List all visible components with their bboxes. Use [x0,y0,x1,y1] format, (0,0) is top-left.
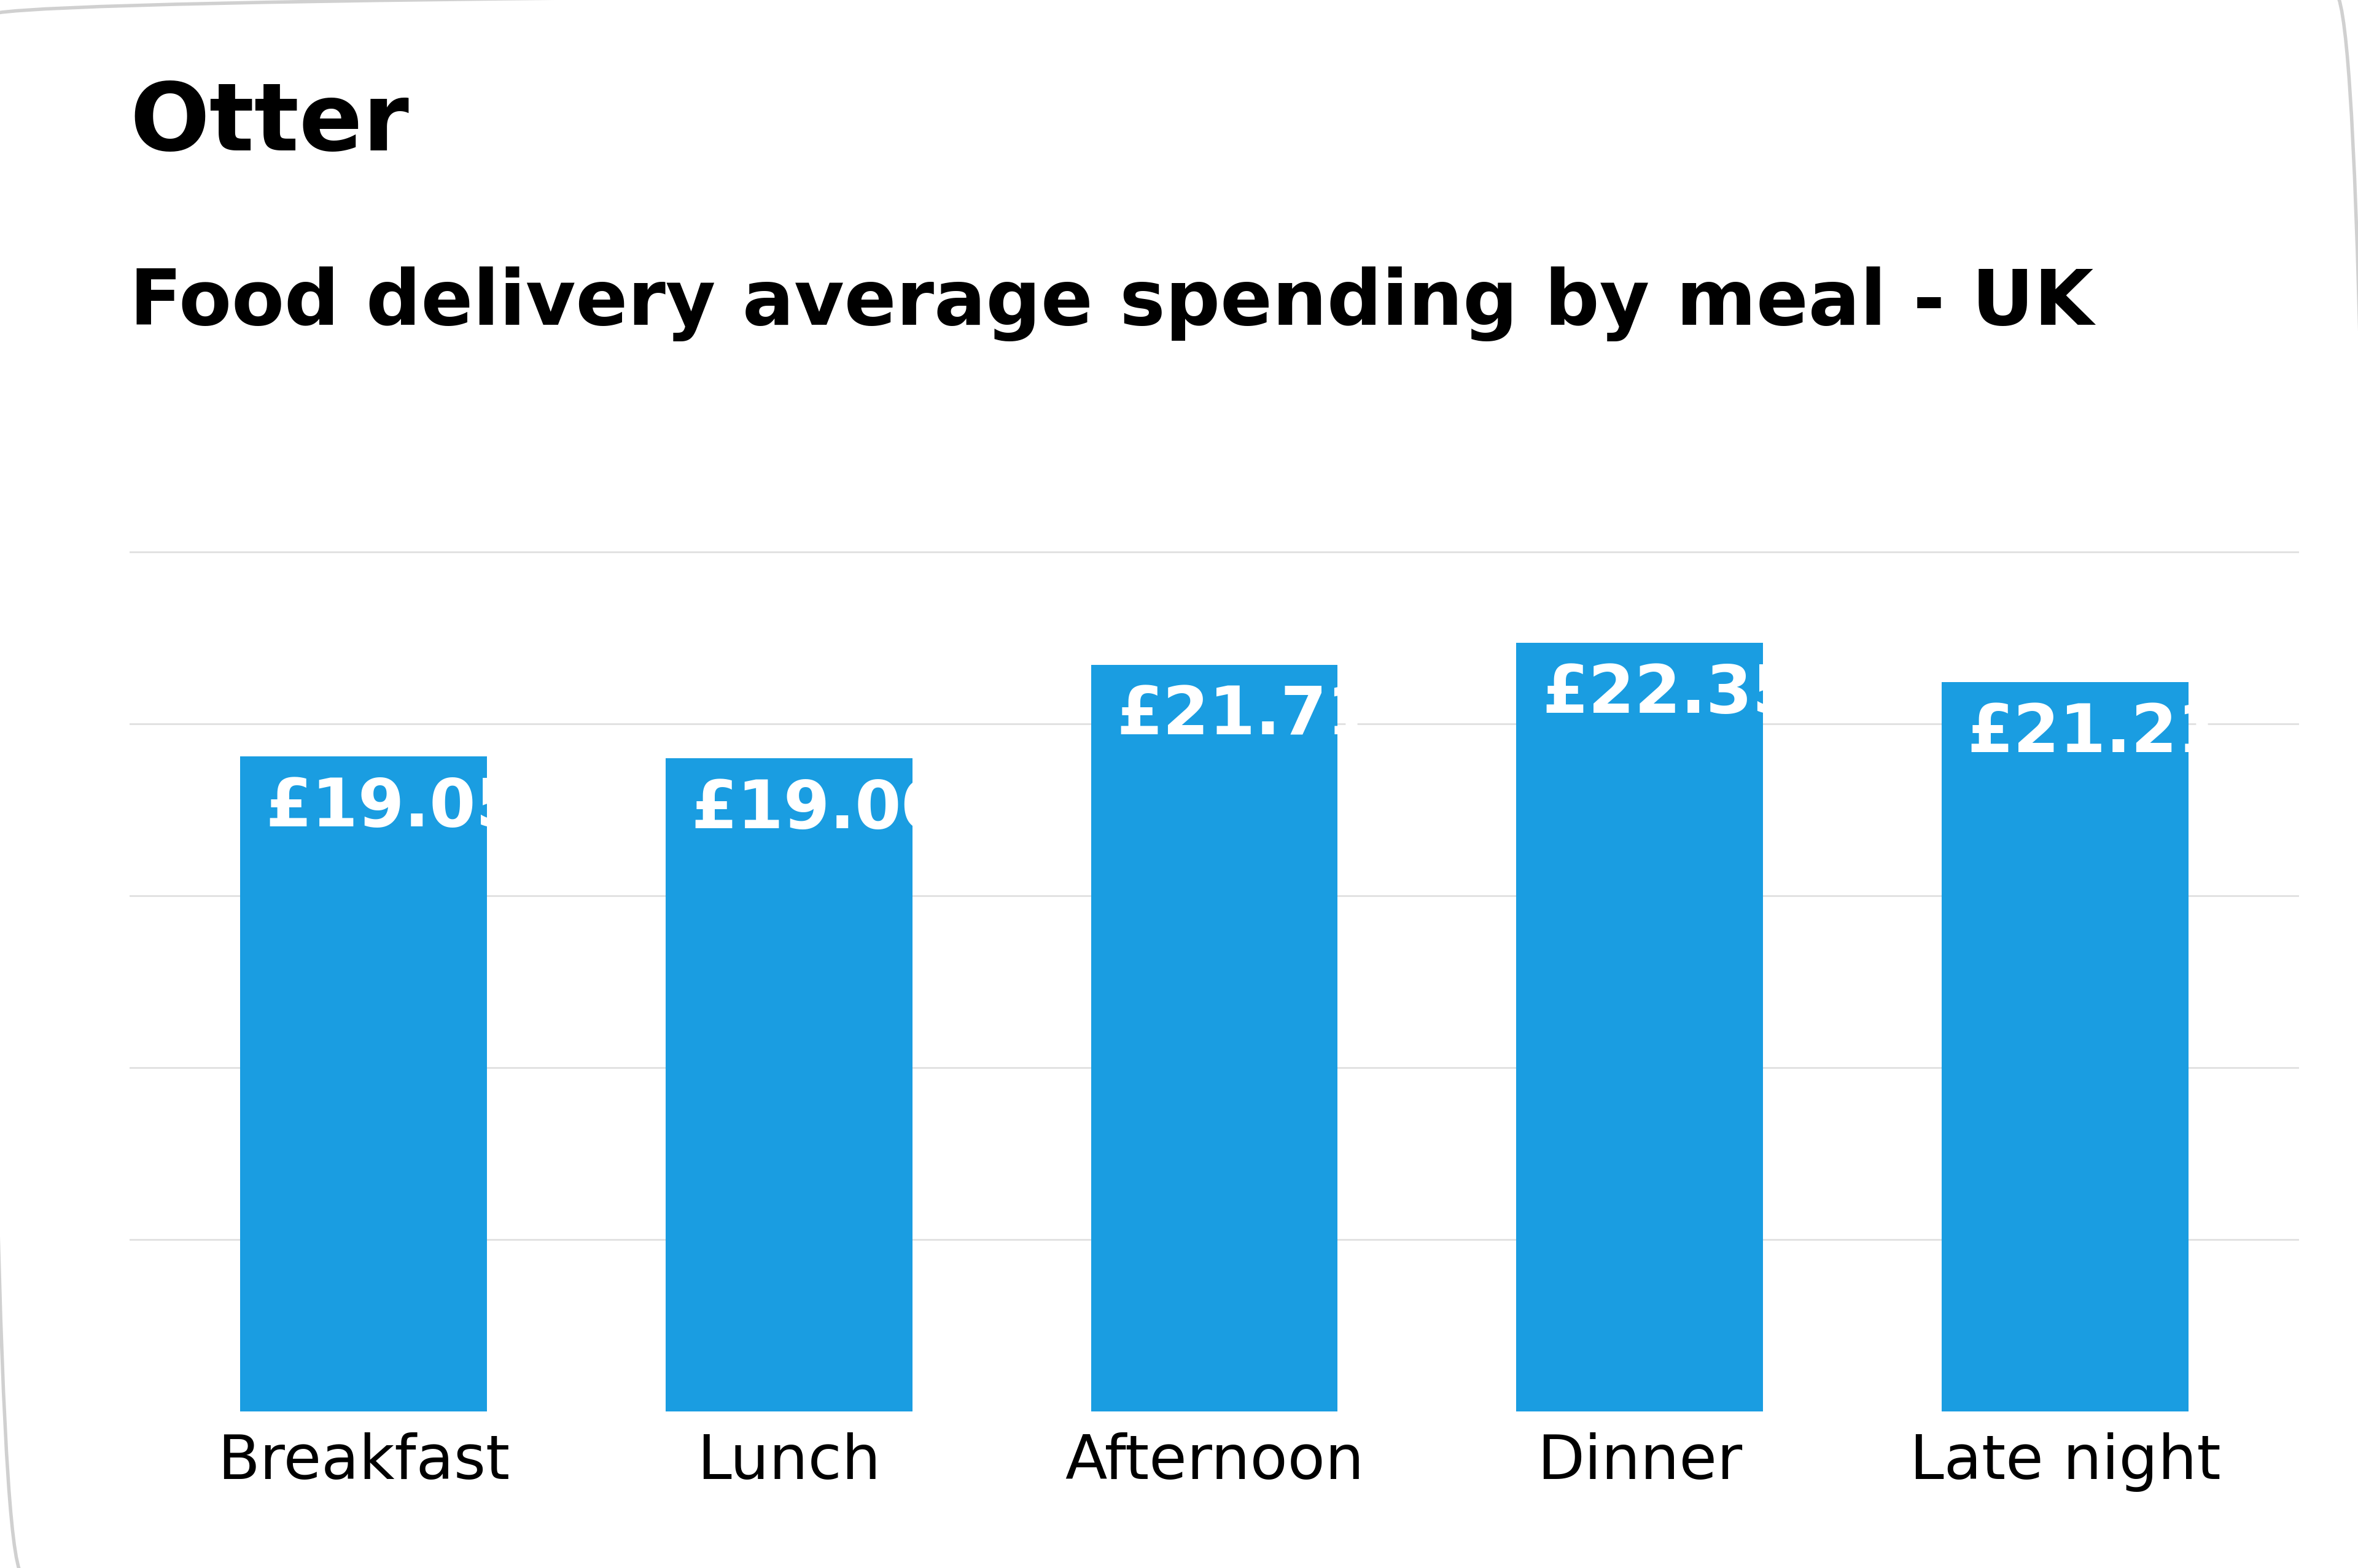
Bar [241,756,488,1411]
Text: £21.71: £21.71 [1118,684,1372,750]
Text: £19.05: £19.05 [266,775,523,840]
Text: Otter: Otter [130,78,408,169]
Text: £22.35: £22.35 [1542,662,1799,728]
Bar [1516,643,1764,1411]
Text: £19.00: £19.00 [691,778,948,842]
Bar [665,757,913,1411]
Bar [1941,682,2188,1411]
Text: Food delivery average spending by meal - UK: Food delivery average spending by meal -… [130,267,2094,342]
Text: £21.21: £21.21 [1967,701,2224,767]
Bar [1092,665,1337,1411]
